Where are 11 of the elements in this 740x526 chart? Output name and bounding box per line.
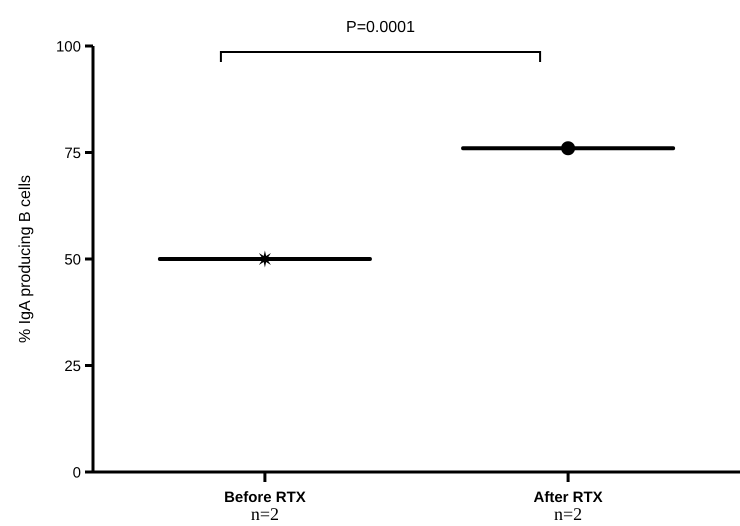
y-tick-label: 100 bbox=[56, 38, 81, 56]
y-tick-label: 0 bbox=[72, 464, 81, 482]
y-tick-label: 75 bbox=[64, 144, 81, 162]
y-tick-label: 25 bbox=[64, 358, 81, 375]
y-tick-label: 50 bbox=[64, 251, 81, 268]
text: n=2 bbox=[250, 504, 279, 524]
x-tick-label: After RTX bbox=[534, 489, 603, 506]
text: n=2 bbox=[554, 504, 582, 524]
x-tick-label: Before RTX bbox=[224, 489, 306, 506]
y-axis-title: % IgA producing B cells bbox=[17, 174, 34, 344]
text: P=0.0001 bbox=[346, 19, 416, 36]
